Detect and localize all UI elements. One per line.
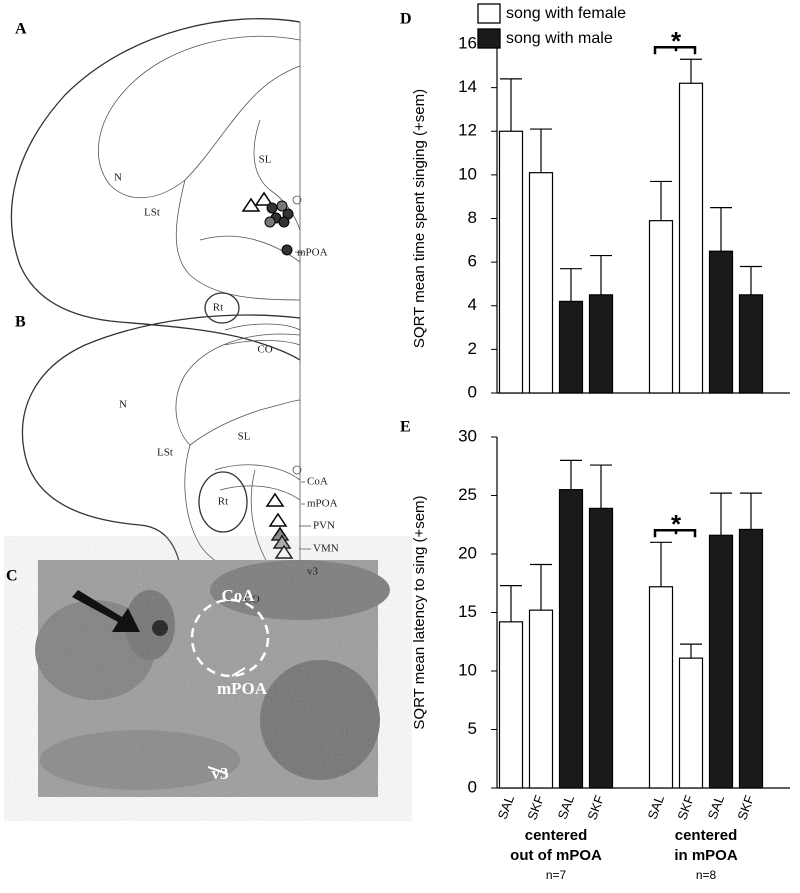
y-tick-label: 16	[458, 33, 477, 52]
group-n: n=7	[546, 868, 567, 882]
panel-letter: B	[15, 314, 26, 331]
y-tick-label: 4	[468, 295, 477, 314]
micrograph	[35, 560, 390, 797]
bar	[648, 220, 674, 394]
legend-swatch	[477, 3, 501, 24]
bar	[678, 82, 704, 394]
panel-letter: D	[400, 11, 412, 28]
y-tick-label: 10	[458, 164, 477, 183]
bar	[558, 489, 584, 789]
x-tick-label: SKF	[524, 793, 547, 822]
y-tick-label: 10	[458, 660, 477, 679]
x-tick-label: SAL	[645, 793, 668, 821]
bar	[738, 528, 764, 789]
group-label: centered	[675, 827, 738, 844]
x-tick-label: SKF	[674, 793, 697, 822]
region-label: CO	[244, 594, 259, 606]
bar	[528, 609, 554, 789]
region-label: mPOA	[307, 498, 338, 510]
y-tick-label: 20	[458, 543, 477, 562]
bar	[498, 130, 524, 394]
legend-label: song with female	[506, 5, 626, 22]
y-tick-label: 2	[468, 339, 477, 358]
significance-label: *	[671, 509, 682, 539]
region-label: CO	[257, 344, 272, 356]
brain-section-a	[10, 18, 304, 361]
group-label: out of mPOA	[510, 847, 602, 864]
region-label: CoA	[221, 586, 255, 605]
bar	[738, 294, 764, 394]
legend-swatch	[477, 28, 501, 49]
group-label: centered	[525, 827, 588, 844]
region-label: N	[114, 172, 122, 184]
panel-letter: C	[6, 568, 18, 585]
x-tick-label: SKF	[584, 793, 607, 822]
bar	[588, 507, 614, 789]
significance-label: *	[671, 26, 682, 56]
region-label: LSt	[144, 207, 160, 219]
bar	[588, 294, 614, 394]
region-label: Rt	[218, 496, 228, 508]
bar	[528, 172, 554, 394]
bar	[708, 250, 734, 394]
x-tick-label: SAL	[705, 793, 728, 821]
y-tick-label: 25	[458, 485, 477, 504]
significance-bracket	[653, 529, 697, 538]
y-tick-label: 30	[458, 426, 477, 445]
panel-letter: E	[400, 419, 411, 436]
group-n: n=8	[696, 868, 717, 882]
region-label: v3	[307, 566, 319, 578]
bar	[648, 586, 674, 789]
significance-bracket	[653, 46, 697, 55]
group-label: in mPOA	[674, 847, 738, 864]
x-tick-label: SAL	[495, 793, 518, 821]
x-tick-label: SAL	[555, 793, 578, 821]
region-label: VMN	[313, 543, 339, 555]
y-tick-label: 0	[468, 777, 477, 796]
y-tick-label: 6	[468, 252, 477, 271]
legend-label: song with male	[506, 30, 613, 47]
y-axis-label: SQRT mean time spent singing (+sem)	[411, 89, 428, 348]
y-tick-label: 5	[468, 719, 477, 738]
region-label: N	[119, 399, 127, 411]
region-label: mPOA	[217, 679, 268, 698]
panel-letter: A	[15, 21, 27, 38]
region-label: Rt	[213, 302, 223, 314]
y-tick-label: 8	[468, 208, 477, 227]
bar	[678, 657, 704, 789]
region-label: CoA	[307, 476, 328, 488]
bar	[498, 621, 524, 789]
region-label: SL	[238, 431, 251, 443]
region-label: SL	[259, 154, 272, 166]
x-tick-label: SKF	[734, 793, 757, 822]
y-tick-label: 12	[458, 121, 477, 140]
region-label: PVN	[313, 520, 335, 532]
region-label: mPOA	[297, 247, 328, 259]
region-label: LSt	[157, 447, 173, 459]
region-label: v3	[212, 764, 229, 783]
bar	[708, 534, 734, 789]
y-tick-label: 14	[458, 77, 477, 96]
y-tick-label: 15	[458, 602, 477, 621]
y-tick-label: 0	[468, 382, 477, 401]
y-axis-label: SQRT mean latency to sing (+sem)	[411, 495, 428, 729]
bar	[558, 300, 584, 394]
